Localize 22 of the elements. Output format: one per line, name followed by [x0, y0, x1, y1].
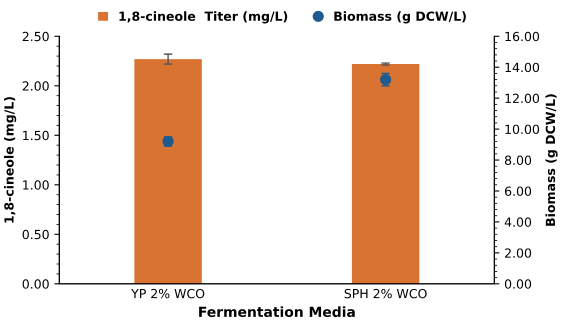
y2-tick-label: 8.00 [504, 156, 532, 165]
y2-axis-title: Biomass (g DCW/L) [545, 94, 558, 226]
y-tick-label: 2.50 [22, 32, 49, 42]
y2-tick-label: 14.00 [505, 62, 540, 72]
y-axis-title: 1,8-cineole (mg/L) [4, 97, 16, 223]
y-tick-label: 1.50 [23, 130, 49, 140]
y-tick-label: 2.00 [22, 81, 49, 91]
y2-tick-label: 2.00 [505, 248, 532, 258]
x-tick-label: YP 2% WCO [131, 288, 204, 298]
x-axis-title: Fermentation Media [199, 306, 355, 318]
y-tick-label: 1.00 [23, 180, 49, 190]
legend-label: 1,8-cineole Titer (mg/L) [119, 11, 288, 24]
x-tick-label: SPH 2% WCO [344, 288, 427, 298]
y2-tick-label: 6.00 [504, 186, 532, 196]
y-tick-label: 0.50 [22, 230, 49, 240]
legend-label: Biomass (g DCW/L) [334, 11, 466, 24]
y2-tick-label: 16.00 [505, 32, 540, 42]
y-tick-label: 0.00 [22, 279, 49, 289]
y2-tick-label: 10.00 [505, 124, 540, 134]
y2-tick-label: 12.00 [505, 94, 540, 104]
y2-tick-label: 4.00 [504, 217, 532, 227]
y2-tick-label: 0.00 [504, 279, 532, 289]
